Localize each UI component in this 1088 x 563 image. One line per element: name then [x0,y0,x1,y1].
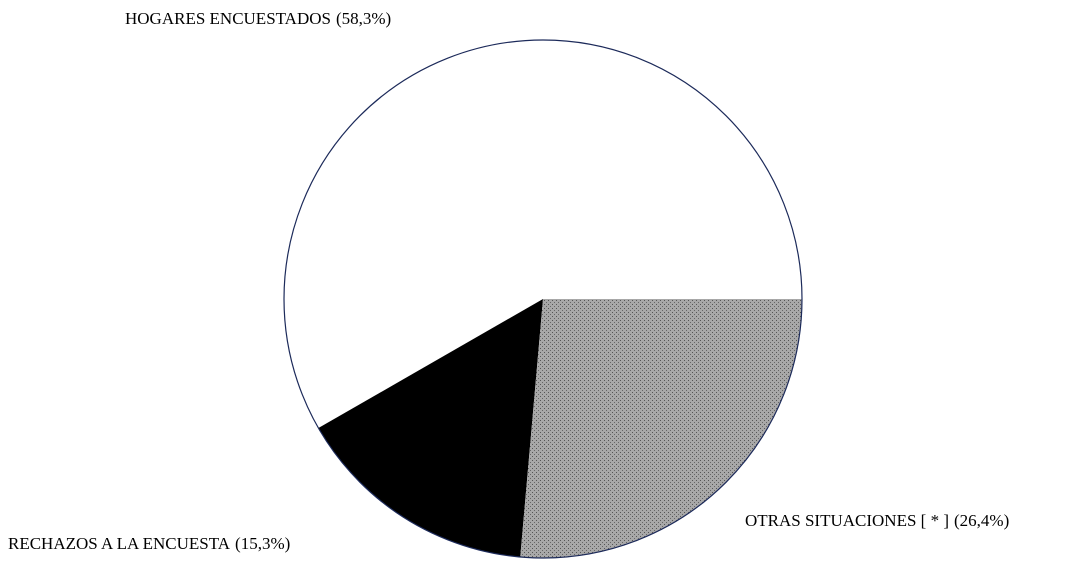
slice-label: RECHAZOS A LA ENCUESTA (15,3%) [8,534,290,553]
slice-value: (58,3%) [336,9,391,28]
pie-slice [318,299,543,557]
pie-outline [283,39,803,559]
slice-label: OTRAS SITUACIONES [ * ] (26,4%) [745,511,1009,530]
slice-value: (26,4%) [954,511,1009,530]
slice-value: (15,3%) [235,534,290,553]
pie [283,39,803,559]
slice-label: HOGARES ENCUESTADOS (58,3%) [125,9,391,28]
labels: HOGARES ENCUESTADOS (58,3%) RECHAZOS A LA … [8,9,1009,553]
pie-slice [283,39,802,429]
slice-name: OTRAS SITUACIONES [ * ] [745,511,949,530]
slice-name: HOGARES ENCUESTADOS [125,9,331,28]
pie-slice [520,299,802,558]
slice-name: RECHAZOS A LA ENCUESTA [8,534,231,553]
